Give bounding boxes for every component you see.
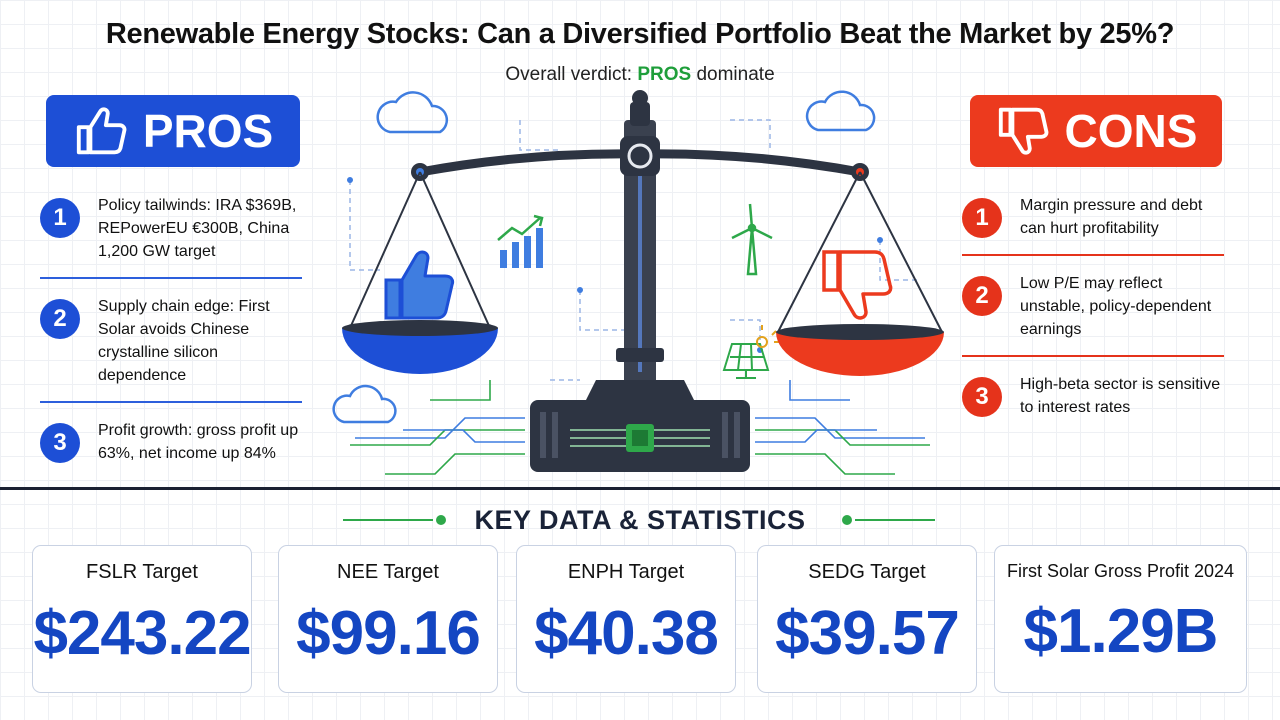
stat-label: First Solar Gross Profit 2024 — [995, 561, 1246, 582]
cons-item-text: Margin pressure and debt can hurt profit… — [1020, 194, 1224, 240]
pros-item-3: 3 Profit growth: gross profit up 63%, ne… — [40, 411, 302, 479]
stat-value: $1.29B — [995, 596, 1246, 667]
growth-chart-icon — [498, 216, 543, 268]
cloud-icon — [334, 386, 396, 422]
pros-item-text: Profit growth: gross profit up 63%, net … — [98, 419, 302, 465]
cons-item-number: 1 — [962, 198, 1002, 238]
stat-label: SEDG Target — [758, 561, 976, 584]
stat-value: $39.57 — [758, 598, 976, 669]
stat-value: $99.16 — [279, 598, 497, 669]
pros-item-1: 1 Policy tailwinds: IRA $369B, REPowerEU… — [40, 186, 302, 277]
wind-turbine-icon — [732, 204, 772, 274]
pros-badge: PROS — [46, 95, 300, 167]
stat-label: FSLR Target — [33, 561, 251, 584]
cons-item-number: 3 — [962, 377, 1002, 417]
cons-item-2: 2 Low P/E may reflect unstable, policy-d… — [962, 264, 1224, 355]
pros-list: 1 Policy tailwinds: IRA $369B, REPowerEU… — [40, 186, 302, 479]
cons-item-1: 1 Margin pressure and debt can hurt prof… — [962, 186, 1224, 254]
cons-label: CONS — [1065, 104, 1198, 158]
stat-card-sedg: SEDG Target $39.57 — [757, 545, 977, 693]
thumbs-down-icon — [995, 102, 1053, 160]
pros-item-text: Policy tailwinds: IRA $369B, REPowerEU €… — [98, 194, 302, 263]
stat-value: $40.38 — [517, 598, 735, 669]
cons-divider — [962, 355, 1224, 357]
pros-label: PROS — [143, 104, 273, 158]
balance-scale-illustration — [320, 80, 960, 500]
section-divider — [0, 487, 1280, 490]
cons-item-text: Low P/E may reflect unstable, policy-dep… — [1020, 272, 1224, 341]
cons-divider — [962, 254, 1224, 256]
solar-panel-icon — [724, 325, 779, 378]
cons-badge: CONS — [970, 95, 1222, 167]
cons-item-text: High-beta sector is sensitive to interes… — [1020, 373, 1224, 419]
pros-item-2: 2 Supply chain edge: First Solar avoids … — [40, 287, 302, 401]
pros-item-number: 1 — [40, 198, 80, 238]
pros-item-number: 3 — [40, 423, 80, 463]
pros-divider — [40, 277, 302, 279]
stat-value: $243.22 — [33, 598, 251, 669]
stat-card-first-solar-gross-profit: First Solar Gross Profit 2024 $1.29B — [994, 545, 1247, 693]
cloud-icon — [378, 92, 447, 132]
cons-list: 1 Margin pressure and debt can hurt prof… — [962, 186, 1224, 433]
stat-label: NEE Target — [279, 561, 497, 584]
stat-card-fslr: FSLR Target $243.22 — [32, 545, 252, 693]
page-title: Renewable Energy Stocks: Can a Diversifi… — [0, 18, 1280, 51]
stat-card-enph: ENPH Target $40.38 — [516, 545, 736, 693]
pros-item-number: 2 — [40, 299, 80, 339]
cons-item-number: 2 — [962, 276, 1002, 316]
cloud-icon — [807, 92, 874, 130]
thumbs-up-icon — [73, 102, 131, 160]
pros-item-text: Supply chain edge: First Solar avoids Ch… — [98, 295, 302, 387]
stat-card-nee: NEE Target $99.16 — [278, 545, 498, 693]
stat-label: ENPH Target — [517, 561, 735, 584]
cons-item-3: 3 High-beta sector is sensitive to inter… — [962, 365, 1224, 433]
thumbs-up-icon — [386, 252, 453, 318]
key-stats-title: KEY DATA & STATISTICS — [0, 505, 1280, 536]
pros-divider — [40, 401, 302, 403]
